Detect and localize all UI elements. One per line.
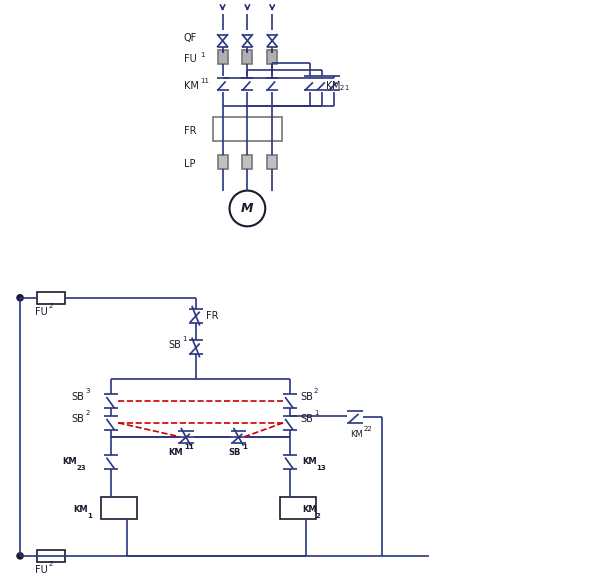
Bar (242, 155, 253, 168)
Text: SB: SB (229, 448, 241, 457)
Text: KM: KM (62, 457, 76, 466)
Text: 2: 2 (316, 513, 320, 519)
Text: SB: SB (71, 414, 85, 424)
Text: 23: 23 (77, 465, 86, 470)
Text: 2: 2 (49, 302, 53, 309)
Text: SB: SB (300, 414, 313, 424)
Bar (101, 497, 137, 519)
Bar (37, 292, 65, 304)
Bar (267, 49, 277, 63)
Text: SB: SB (300, 392, 313, 402)
Text: KM: KM (302, 457, 317, 466)
Text: SB: SB (71, 392, 85, 402)
Text: 2: 2 (49, 561, 53, 567)
Text: 1: 1 (88, 513, 92, 519)
Text: 11: 11 (200, 78, 209, 85)
Text: FR: FR (184, 126, 196, 136)
Text: FU: FU (184, 53, 197, 64)
Text: 3: 3 (86, 388, 90, 394)
Text: KM: KM (350, 430, 362, 439)
Text: 1: 1 (200, 52, 204, 58)
Bar (37, 550, 65, 562)
Text: KM: KM (168, 448, 182, 457)
Bar (280, 497, 316, 519)
Text: LP: LP (184, 159, 196, 169)
Text: KM: KM (184, 81, 199, 91)
Text: 2: 2 (86, 410, 90, 416)
Text: 11: 11 (184, 444, 194, 450)
Bar (242, 49, 253, 63)
Text: SB: SB (168, 340, 181, 350)
Text: 2: 2 (314, 388, 318, 394)
Text: KM: KM (74, 505, 88, 513)
Text: 1: 1 (182, 336, 187, 343)
Circle shape (230, 190, 265, 227)
Bar (212, 117, 282, 141)
Text: 1: 1 (242, 444, 247, 450)
Text: KM: KM (302, 505, 317, 513)
Text: 13: 13 (316, 465, 326, 470)
Text: $\mathregular{KM_{21}}$: $\mathregular{KM_{21}}$ (325, 79, 350, 93)
Text: FU: FU (35, 565, 48, 575)
Bar (267, 155, 277, 168)
Circle shape (17, 295, 23, 301)
Circle shape (17, 553, 23, 559)
Text: 1: 1 (314, 410, 319, 416)
Text: 22: 22 (364, 426, 372, 432)
Text: QF: QF (184, 33, 197, 43)
Text: M: M (241, 202, 254, 215)
Text: FR: FR (206, 310, 218, 321)
Bar (218, 49, 227, 63)
Text: FU: FU (35, 306, 48, 317)
Bar (218, 155, 227, 168)
